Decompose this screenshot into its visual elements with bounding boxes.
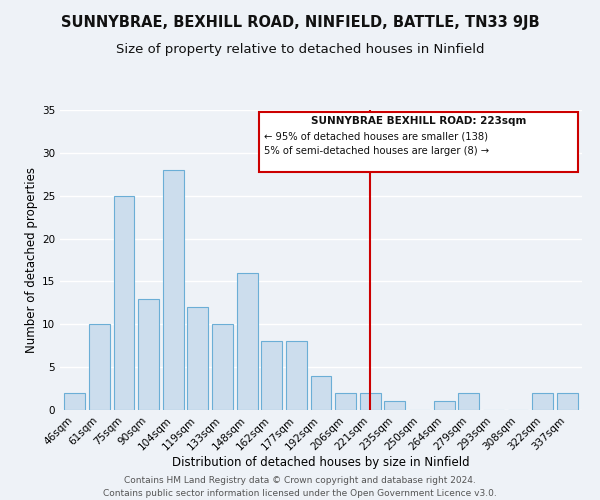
Bar	[385, 402, 406, 410]
Text: SUNNYBRAE BEXHILL ROAD: 223sqm: SUNNYBRAE BEXHILL ROAD: 223sqm	[311, 116, 527, 126]
Bar	[261, 342, 282, 410]
Bar	[138, 298, 159, 410]
X-axis label: Distribution of detached houses by size in Ninfield: Distribution of detached houses by size …	[172, 456, 470, 469]
Bar	[557, 393, 578, 410]
Bar	[212, 324, 233, 410]
Text: Contains HM Land Registry data © Crown copyright and database right 2024.: Contains HM Land Registry data © Crown c…	[124, 476, 476, 485]
Text: Size of property relative to detached houses in Ninfield: Size of property relative to detached ho…	[116, 42, 484, 56]
Bar	[64, 393, 85, 410]
Bar	[311, 376, 331, 410]
FancyBboxPatch shape	[259, 112, 578, 172]
Text: 5% of semi-detached houses are larger (8) →: 5% of semi-detached houses are larger (8…	[265, 146, 490, 156]
Bar	[434, 402, 455, 410]
Bar	[163, 170, 184, 410]
Text: Contains public sector information licensed under the Open Government Licence v3: Contains public sector information licen…	[103, 489, 497, 498]
Bar	[89, 324, 110, 410]
Text: SUNNYBRAE, BEXHILL ROAD, NINFIELD, BATTLE, TN33 9JB: SUNNYBRAE, BEXHILL ROAD, NINFIELD, BATTL…	[61, 15, 539, 30]
Text: ← 95% of detached houses are smaller (138): ← 95% of detached houses are smaller (13…	[265, 132, 488, 141]
Bar	[532, 393, 553, 410]
Bar	[187, 307, 208, 410]
Bar	[286, 342, 307, 410]
Bar	[236, 273, 257, 410]
Y-axis label: Number of detached properties: Number of detached properties	[25, 167, 38, 353]
Bar	[113, 196, 134, 410]
Bar	[360, 393, 381, 410]
Bar	[335, 393, 356, 410]
Bar	[458, 393, 479, 410]
